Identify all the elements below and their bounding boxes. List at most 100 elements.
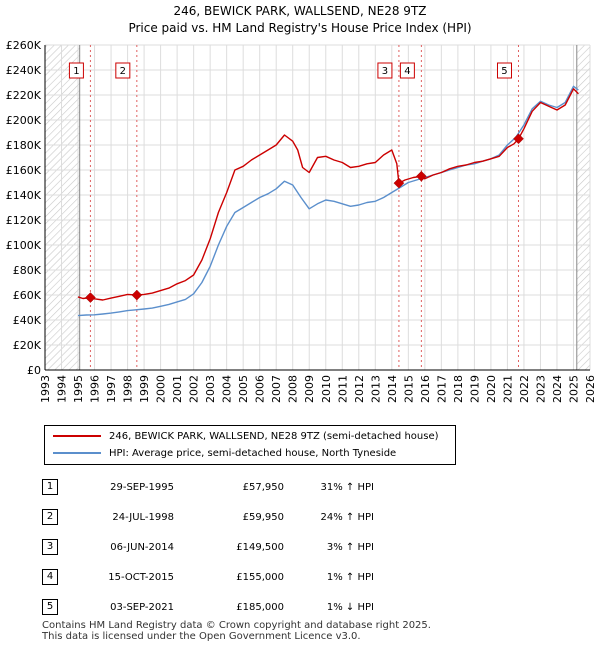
y-tick-label: £260K [6,39,42,52]
x-tick-label: 2007 [270,375,283,403]
y-tick-label: £60K [13,289,42,302]
sale-box-3 [377,62,393,79]
x-tick-label: 2014 [386,375,399,403]
sale-point-2 [131,289,143,301]
sale-number-box: 5 [42,599,58,615]
x-tick-label: 2009 [303,375,316,403]
y-tick-label: £220K [6,89,42,102]
sale-date: 06-JUN-2014 [110,541,174,553]
x-tick-label: 2018 [452,375,465,403]
sale-hpi-diff: 1% ↓ HPI [326,601,374,613]
y-tick-label: £20K [13,339,42,352]
x-tick-label: 2023 [534,375,547,403]
x-tick-label: 2000 [155,375,168,403]
legend-label-property: 246, BEWICK PARK, WALLSEND, NE28 9TZ (se… [109,430,439,442]
sale-box-5 [496,62,512,79]
x-tick-label: 2001 [171,375,184,403]
sale-box-label-4: 4 [404,66,410,77]
x-tick-label: 2019 [468,375,481,403]
x-tick-label: 2013 [369,375,382,403]
table-row: 5 03-SEP-2021 £185,000 1% ↓ HPI [42,592,374,622]
chart-subtitle: Price paid vs. HM Land Registry's House … [128,21,472,35]
sale-price: £155,000 [236,571,284,583]
sale-price: £149,500 [236,541,284,553]
y-tick-label: £80K [13,264,42,277]
y-tick-label: £100K [6,239,42,252]
x-tick-label: 2022 [518,375,531,403]
x-tick-label: 2015 [402,375,415,403]
sale-date: 15-OCT-2015 [108,571,174,583]
sale-box-label-2: 2 [120,66,126,77]
x-tick-label: 1995 [72,375,85,403]
sale-number-box: 4 [42,569,58,585]
sale-price: £185,000 [236,601,284,613]
sale-number: 3 [42,532,78,562]
sale-number: 1 [42,472,78,502]
footer-licence: This data is licensed under the Open Gov… [42,631,361,642]
footer-copyright: Contains HM Land Registry data © Crown c… [42,620,431,631]
x-tick-label: 1993 [39,375,52,403]
x-tick-label: 2020 [485,375,498,403]
sale-date: 29-SEP-1995 [110,481,174,493]
x-tick-label: 2003 [204,375,217,403]
x-tick-label: 2004 [221,375,234,403]
sale-number-box: 2 [42,509,58,525]
price-chart: 1 2 3 4 5 £0 £20K £40K £60K £80K £100K £120K £140K £1… [6,39,597,403]
y-tick-label: £0 [27,364,41,377]
y-tick-label: £140K [6,189,42,202]
legend-label-hpi: HPI: Average price, semi-detached house,… [109,447,397,459]
sale-box-2 [115,62,131,79]
x-tick-label: 2016 [419,375,432,403]
x-tick-label: 1997 [105,375,118,403]
y-tick-label: £40K [13,314,42,327]
x-tick-label: 2011 [336,375,349,403]
x-tick-label: 2010 [320,375,333,403]
y-tick-label: £120K [6,214,42,227]
sale-hpi-diff: 31% ↑ HPI [320,481,374,493]
sale-number: 5 [42,592,78,622]
x-tick-label: 1998 [122,375,135,403]
legend-item-property: 246, BEWICK PARK, WALLSEND, NE28 9TZ (se… [53,429,439,443]
footer: Contains HM Land Registry data © Crown c… [42,620,431,642]
sale-hpi-diff: 1% ↑ HPI [326,571,374,583]
legend-item-hpi: HPI: Average price, semi-detached house,… [53,446,396,460]
x-tick-label: 2002 [188,375,201,403]
x-tick-label: 2026 [584,375,597,403]
table-row: 3 06-JUN-2014 £149,500 3% ↑ HPI [42,532,374,562]
x-tick-label: 2006 [254,375,267,403]
x-tick-label: 1994 [56,375,69,403]
legend-swatch-hpi [53,452,101,454]
sale-box-label-5: 5 [501,66,507,77]
chart-title: 246, BEWICK PARK, WALLSEND, NE28 9TZ [173,4,427,18]
x-tick-label: 1999 [138,375,151,403]
x-tick-label: 2021 [501,375,514,403]
sale-point-1 [85,292,96,303]
y-tick-label: £180K [6,139,42,152]
x-tick-label: 2012 [353,375,366,403]
x-tick-label: 2025 [567,375,580,403]
sale-price: £59,950 [242,511,284,523]
x-tick-label: 2017 [435,375,448,403]
sale-price: £57,950 [242,481,284,493]
table-row: 1 29-SEP-1995 £57,950 31% ↑ HPI [42,472,374,502]
table-row: 2 24-JUL-1998 £59,950 24% ↑ HPI [42,502,374,532]
sale-date: 03-SEP-2021 [110,601,174,613]
x-tick-label: 2005 [237,375,250,403]
sale-box-label-3: 3 [382,66,388,77]
sale-hpi-diff: 3% ↑ HPI [326,541,374,553]
sale-point-3 [393,177,405,189]
sales-table: 1 29-SEP-1995 £57,950 31% ↑ HPI 2 24-JUL-1998… [42,472,374,622]
chart-legend: 246, BEWICK PARK, WALLSEND, NE28 9TZ (se… [44,425,456,465]
legend-swatch-property [53,435,101,437]
hatched-region-1 [576,45,590,370]
sale-box-1 [68,62,84,79]
sale-box-label-1: 1 [73,66,79,77]
series-line-property [77,88,579,301]
sale-point-4 [416,170,427,182]
sale-number: 4 [42,562,78,592]
series-line-hpi [77,85,579,317]
x-tick-label: 2008 [287,375,300,403]
table-row: 4 15-OCT-2015 £155,000 1% ↑ HPI [42,562,374,592]
x-tick-label: 2024 [551,375,564,403]
y-tick-label: £160K [6,164,42,177]
